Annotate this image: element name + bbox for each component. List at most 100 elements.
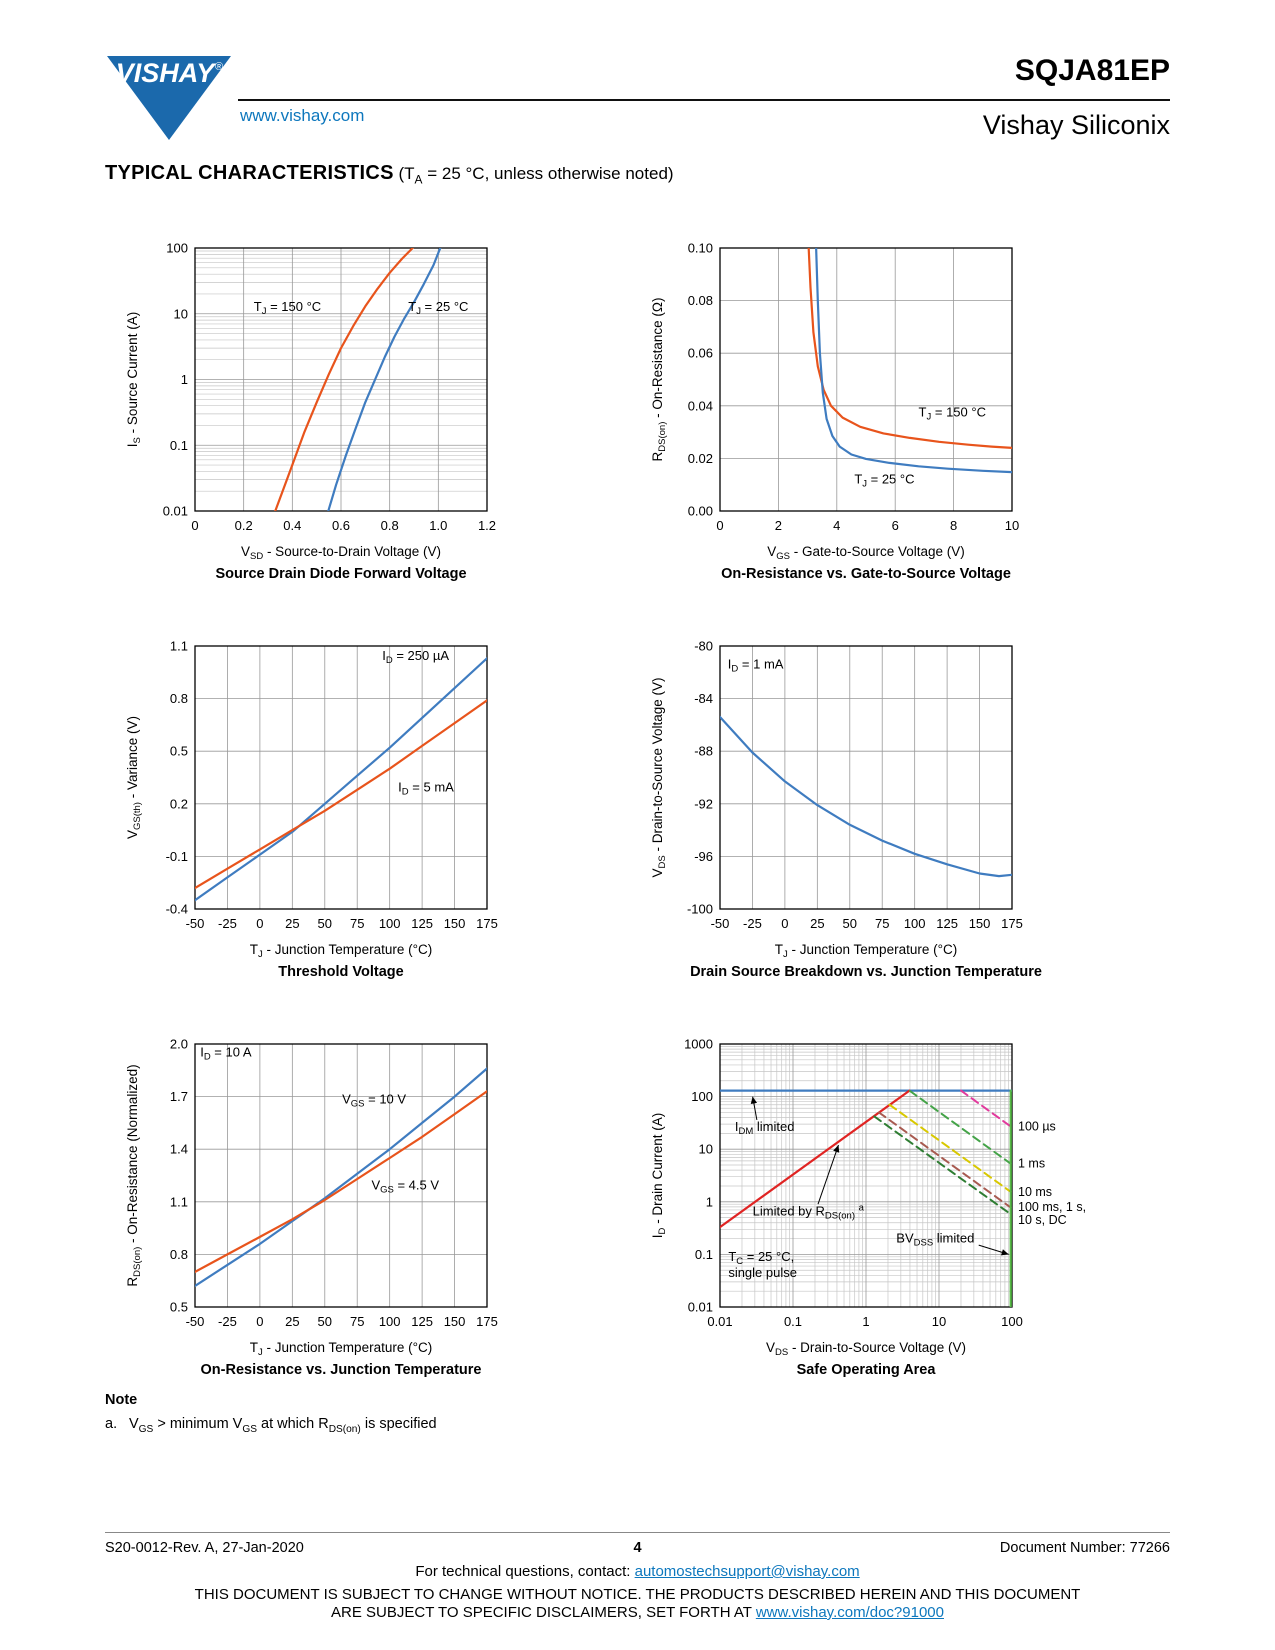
svg-text:1.1: 1.1 bbox=[170, 639, 188, 654]
gridlines bbox=[195, 1044, 487, 1307]
svg-text:10: 10 bbox=[174, 306, 188, 321]
series-id-1-ma bbox=[720, 715, 1012, 878]
svg-text:0.1: 0.1 bbox=[695, 1247, 713, 1262]
footer-page-number: 4 bbox=[633, 1540, 642, 1556]
gridlines bbox=[195, 646, 487, 909]
svg-text:0.1: 0.1 bbox=[784, 1314, 802, 1329]
svg-text:50: 50 bbox=[318, 916, 332, 931]
vishay-logo-triangle bbox=[107, 56, 231, 140]
vishay-logo: VISHAY ® bbox=[107, 56, 231, 140]
chart-caption: Source Drain Diode Forward Voltage bbox=[215, 566, 467, 582]
annotation-arrow bbox=[978, 1244, 1009, 1256]
svg-text:1.0: 1.0 bbox=[429, 518, 447, 533]
gridlines bbox=[195, 248, 487, 511]
svg-text:-25: -25 bbox=[743, 916, 762, 931]
axis-tick-labels: -50 -25 0 25 50 75 100 125 150 175 0.5 0.8 1.1 1.4 1.7… bbox=[170, 1037, 498, 1330]
svg-text:-96: -96 bbox=[694, 849, 713, 864]
svg-text:0.04: 0.04 bbox=[688, 398, 713, 413]
registered-mark: ® bbox=[215, 61, 223, 73]
svg-text:0.6: 0.6 bbox=[332, 518, 350, 533]
series-tj-150-c bbox=[274, 248, 415, 511]
plot-border bbox=[194, 247, 488, 512]
footer-contact-prefix: For technical questions, contact: bbox=[415, 1563, 635, 1580]
section-title: TYPICAL CHARACTERISTICS bbox=[105, 162, 394, 184]
figure-source-drain-diode-forward-voltage: 0 0.2 0.4 0.6 0.8 1.0 1.2 0.01 0.1 1 10 100 VSD - So… bbox=[107, 238, 551, 583]
chart-caption: On-Resistance vs. Gate-to-Source Voltage bbox=[721, 566, 1011, 582]
note-heading: Note bbox=[105, 1392, 138, 1408]
series-vgs-10-v bbox=[195, 1067, 487, 1288]
svg-text:1: 1 bbox=[181, 372, 188, 387]
footer-disclaimer-line1: THIS DOCUMENT IS SUBJECT TO CHANGE WITHO… bbox=[194, 1586, 1081, 1603]
plot-border bbox=[719, 247, 1013, 512]
svg-text:75: 75 bbox=[350, 1314, 364, 1329]
svg-text:0: 0 bbox=[191, 518, 198, 533]
y-axis-title: IS - Source Current (A) bbox=[125, 312, 143, 447]
svg-text:100: 100 bbox=[1001, 1314, 1023, 1329]
pulse-duration-label: 100 µs bbox=[1018, 1120, 1056, 1134]
svg-text:50: 50 bbox=[318, 1314, 332, 1329]
x-axis-title: TJ - Junction Temperature (°C) bbox=[250, 942, 432, 960]
svg-text:1000: 1000 bbox=[684, 1037, 713, 1052]
axis-tick-labels: -50 -25 0 25 50 75 100 125 150 175 -100 -96 -92 -88 -8… bbox=[687, 639, 1023, 932]
y-axis-title: RDS(on) - On-Resistance (Normalized) bbox=[125, 1064, 143, 1286]
svg-text:100: 100 bbox=[379, 916, 401, 931]
svg-text:0.5: 0.5 bbox=[170, 744, 188, 759]
svg-text:-92: -92 bbox=[694, 796, 713, 811]
section-subtitle: (TA = 25 °C, unless otherwise noted) bbox=[398, 164, 674, 187]
curve-label: TJ = 25 °C bbox=[854, 471, 914, 489]
svg-text:0.08: 0.08 bbox=[688, 293, 713, 308]
chart-caption: Safe Operating Area bbox=[796, 1362, 936, 1378]
svg-text:100: 100 bbox=[166, 241, 188, 256]
svg-text:4: 4 bbox=[833, 518, 840, 533]
svg-text:1.2: 1.2 bbox=[478, 518, 496, 533]
svg-text:0.01: 0.01 bbox=[707, 1314, 732, 1329]
x-axis-title: TJ - Junction Temperature (°C) bbox=[250, 1340, 432, 1358]
svg-text:0: 0 bbox=[716, 518, 723, 533]
svg-text:0.10: 0.10 bbox=[688, 241, 713, 256]
svg-text:0.8: 0.8 bbox=[381, 518, 399, 533]
y-axis-title: VGS(th) - Variance (V) bbox=[125, 716, 143, 839]
svg-text:10: 10 bbox=[1005, 518, 1019, 533]
section-header: TYPICAL CHARACTERISTICS (TA = 25 °C, unl… bbox=[105, 162, 674, 186]
chart-caption: On-Resistance vs. Junction Temperature bbox=[200, 1362, 482, 1378]
svg-text:0.02: 0.02 bbox=[688, 451, 713, 466]
svg-text:0.5: 0.5 bbox=[170, 1300, 188, 1315]
y-axis-title: VDS - Drain-to-Source Voltage (V) bbox=[650, 677, 668, 877]
svg-text:100: 100 bbox=[379, 1314, 401, 1329]
figure-drain-source-breakdown-vs-junction-temperature: -50 -25 0 25 50 75 100 125 150 175 -100 -96 -92 -88 -8… bbox=[632, 636, 1076, 981]
y-axis-title: ID - Drain Current (A) bbox=[650, 1113, 668, 1238]
svg-text:-100: -100 bbox=[687, 902, 713, 917]
svg-text:75: 75 bbox=[875, 916, 889, 931]
curve-label: Limited by RDS(on) a bbox=[753, 1202, 865, 1221]
svg-text:-25: -25 bbox=[218, 1314, 237, 1329]
footer-disclaimer-line2: ARE SUBJECT TO SPECIFIC DISCLAIMERS, SET… bbox=[0, 1604, 1275, 1621]
svg-text:1.4: 1.4 bbox=[170, 1142, 188, 1157]
svg-text:50: 50 bbox=[843, 916, 857, 931]
svg-text:-0.1: -0.1 bbox=[166, 849, 188, 864]
plot-border bbox=[719, 1043, 1013, 1308]
svg-text:175: 175 bbox=[476, 1314, 498, 1329]
svg-text:2: 2 bbox=[775, 518, 782, 533]
svg-text:0.4: 0.4 bbox=[283, 518, 301, 533]
footer-document-number: Document Number: 77266 bbox=[999, 1540, 1170, 1556]
curve-label: VGS = 4.5 V bbox=[371, 1178, 439, 1196]
svg-text:-50: -50 bbox=[186, 1314, 205, 1329]
series-10-s-dc bbox=[873, 1115, 1012, 1216]
footer-disclaimer-prefix: ARE SUBJECT TO SPECIFIC DISCLAIMERS, SET… bbox=[331, 1604, 756, 1621]
series-100-us bbox=[960, 1089, 1012, 1128]
contact-email-link[interactable]: automostechsupport@vishay.com bbox=[634, 1563, 860, 1580]
svg-text:0.1: 0.1 bbox=[170, 438, 188, 453]
svg-text:0: 0 bbox=[256, 1314, 263, 1329]
svg-text:1: 1 bbox=[862, 1314, 869, 1329]
svg-text:175: 175 bbox=[1001, 916, 1023, 931]
disclaimer-link[interactable]: www.vishay.com/doc?91000 bbox=[755, 1604, 944, 1621]
chart-caption: Threshold Voltage bbox=[278, 964, 404, 980]
curve-label: BVDSS limited bbox=[896, 1230, 974, 1248]
curve-label: single pulse bbox=[728, 1265, 797, 1280]
website-link[interactable]: www.vishay.com bbox=[240, 106, 365, 125]
svg-text:-84: -84 bbox=[694, 691, 713, 706]
svg-text:10: 10 bbox=[699, 1142, 713, 1157]
axis-tick-labels: 0 0.2 0.4 0.6 0.8 1.0 1.2 0.01 0.1 1 10 100 bbox=[163, 241, 496, 534]
curve-label: VGS = 10 V bbox=[342, 1092, 406, 1110]
svg-text:25: 25 bbox=[285, 1314, 299, 1329]
